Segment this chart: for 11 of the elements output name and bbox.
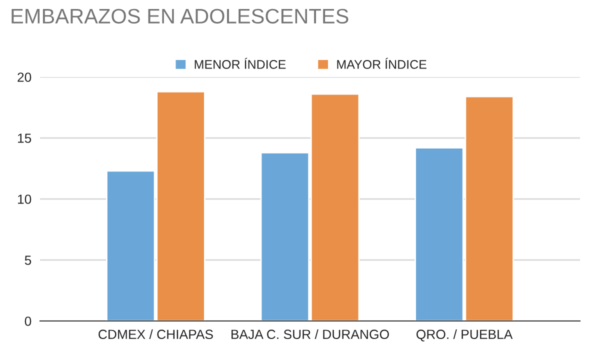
y-tick-label: 20 — [18, 72, 32, 82]
y-tick-label: 10 — [18, 194, 32, 204]
legend-label: MAYOR ÍNDICE — [337, 58, 426, 69]
chart-title: EMBARAZOS EN ADOLESCENTES — [12, 8, 348, 24]
legend-label: MENOR ÍNDICE — [194, 58, 286, 69]
y-tick-label: 0 — [24, 316, 32, 326]
x-tick-label: QRO. / PUEBLA — [416, 329, 513, 342]
x-tick-label: BAJA C. SUR / DURANGO — [232, 329, 389, 340]
x-tick-label: CDMEX / CHIAPAS — [98, 329, 213, 340]
y-tick-label: 15 — [18, 134, 32, 143]
y-tick-label: 5 — [24, 256, 32, 265]
